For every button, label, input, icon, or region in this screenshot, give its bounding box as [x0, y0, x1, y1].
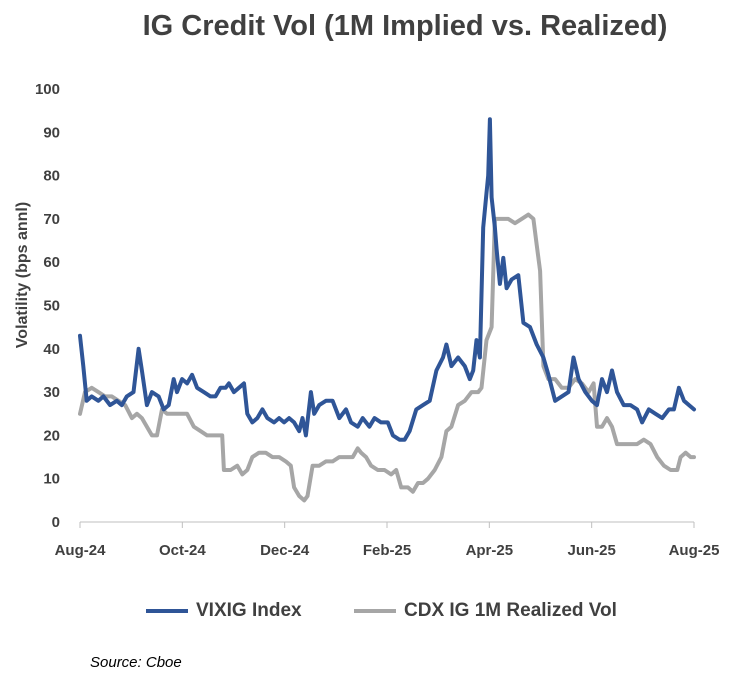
legend-label-cdx-realized: CDX IG 1M Realized Vol: [404, 600, 617, 621]
legend-item-vixig: VIXIG Index: [146, 600, 302, 622]
y-tick-label: 100: [35, 81, 60, 98]
y-tick-label: 40: [43, 341, 60, 358]
y-tick-label: 60: [43, 254, 60, 271]
legend-swatch-cdx-realized: [354, 609, 396, 613]
y-axis: 0 10 20 30 40 50 60 70 80 90 100: [35, 81, 60, 531]
x-tick-label: Oct-24: [159, 542, 206, 559]
y-tick-label: 90: [43, 124, 60, 141]
legend: VIXIG Index CDX IG 1M Realized Vol: [0, 600, 750, 630]
x-tick-label: Aug-25: [669, 542, 720, 559]
y-tick-label: 70: [43, 211, 60, 228]
legend-label-vixig: VIXIG Index: [196, 600, 302, 621]
y-tick-label: 20: [43, 427, 60, 444]
legend-item-cdx-realized: CDX IG 1M Realized Vol: [354, 600, 617, 622]
legend-swatch-vixig: [146, 609, 188, 613]
x-tick-label: Feb-25: [363, 542, 411, 559]
x-axis: Aug-24 Oct-24 Dec-24 Feb-25 Apr-25 Jun-25 Aug-…: [55, 521, 720, 559]
x-tick-label: Apr-25: [466, 542, 514, 559]
series-layer: [78, 117, 696, 503]
y-tick-label: 0: [52, 514, 60, 531]
source-note: Source: Cboe: [90, 654, 182, 671]
y-tick-label: 50: [43, 298, 60, 315]
y-tick-label: 30: [43, 384, 60, 401]
y-axis-title: Volatility (bps annl): [14, 202, 31, 348]
x-tick-label: Jun-25: [567, 542, 615, 559]
series-line-cdx-realized: [78, 212, 696, 503]
chart-title: IG Credit Vol (1M Implied vs. Realized): [142, 10, 668, 42]
series-line-vixig: [78, 117, 696, 442]
x-tick-label: Dec-24: [260, 542, 310, 559]
y-tick-label: 80: [43, 168, 60, 185]
y-tick-label: 10: [43, 471, 60, 488]
x-tick-label: Aug-24: [55, 542, 106, 559]
